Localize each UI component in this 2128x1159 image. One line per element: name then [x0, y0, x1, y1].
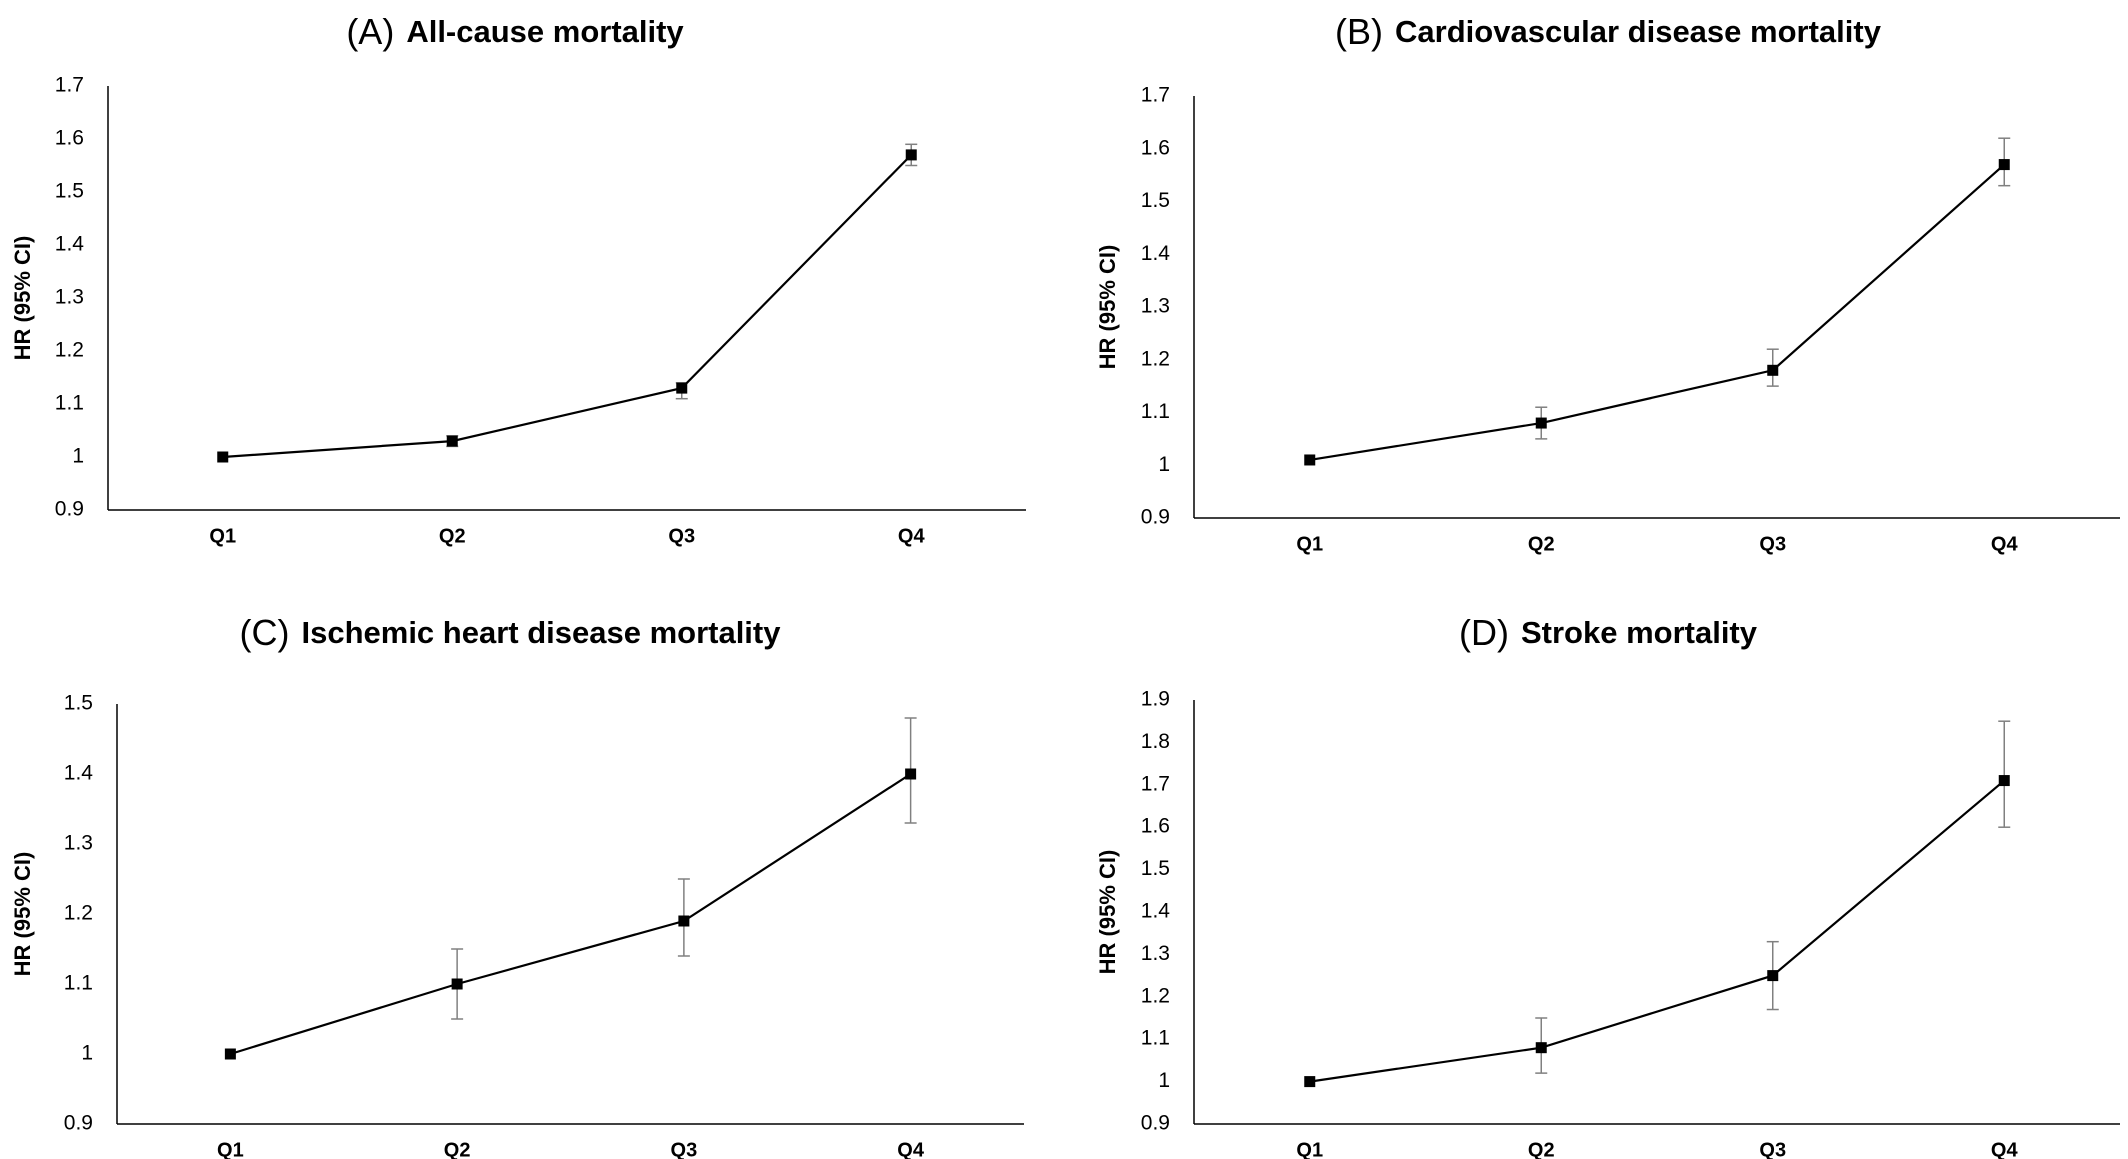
y-tick-label: 1.4 [64, 762, 94, 785]
chart-panel-b: (B) Cardiovascular disease mortality 0.9 1 1… [1095, 11, 2120, 555]
data-point [1767, 364, 1779, 376]
y-tick-label: 1 [72, 445, 84, 468]
y-tick-label: 1.1 [1141, 400, 1170, 423]
y-axis-title: HR (95% CI) [10, 852, 35, 977]
y-tick-label: 1.7 [1141, 772, 1170, 795]
y-tick-label: 1.1 [1141, 1027, 1170, 1050]
panel-title-text: All-cause mortality [406, 14, 684, 49]
x-tick-label: Q1 [209, 525, 236, 547]
y-tick-label: 1.2 [64, 902, 93, 925]
y-tick-label: 1.5 [64, 692, 93, 715]
y-axis-title: HR (95% CI) [1095, 245, 1120, 370]
y-tick-label: 1.5 [1141, 189, 1170, 212]
data-point [1767, 970, 1779, 982]
y-tick-label: 1.7 [1141, 84, 1170, 107]
data-point [1535, 417, 1547, 429]
y-tick-label: 1.3 [64, 832, 93, 855]
y-tick-label: 1.4 [55, 233, 85, 256]
series-line [230, 773, 912, 1056]
panel-letter: (C) [240, 612, 290, 653]
data-point [217, 451, 229, 463]
panel-letter: (A) [346, 11, 394, 52]
x-tick-label: Q1 [1296, 1139, 1323, 1159]
panel-title-text: Stroke mortality [1521, 615, 1758, 650]
x-tick-label: Q3 [1759, 1139, 1786, 1159]
data-point [905, 149, 917, 161]
x-tick-label: Q2 [439, 525, 466, 547]
error-bar [1998, 720, 2011, 828]
panel-title: (A) All-cause mortality [346, 11, 684, 52]
data-point [678, 915, 690, 927]
y-tick-label: 1.1 [64, 972, 93, 995]
y-tick-label: 1.3 [55, 286, 84, 309]
y-tick-label: 0.9 [55, 498, 84, 521]
y-tick-label: 0.9 [1141, 1112, 1170, 1135]
y-tick-label: 1 [1158, 1069, 1170, 1092]
data-point [1535, 1042, 1547, 1054]
x-tick-label: Q3 [671, 1139, 698, 1159]
x-tick-label: Q1 [1296, 533, 1323, 555]
series-line [1309, 163, 2005, 462]
y-tick-label: 1.6 [1141, 136, 1170, 159]
data-point [1998, 159, 2010, 171]
series-line [222, 154, 913, 459]
panel-title-text: Ischemic heart disease mortality [301, 615, 781, 650]
y-axis-title: HR (95% CI) [10, 236, 35, 361]
x-tick-label: Q4 [897, 1139, 925, 1159]
x-tick-label: Q4 [898, 525, 926, 547]
data-point [1304, 1076, 1316, 1088]
data-point [676, 382, 688, 394]
x-tick-label: Q3 [1759, 533, 1786, 555]
panel-title-text: Cardiovascular disease mortality [1395, 14, 1882, 49]
chart-panel-d: (D) Stroke mortality 0.9 1 1.1 1.2 1.3 1.4 1.5 1.… [1095, 612, 2120, 1159]
x-tick-label: Q2 [444, 1139, 471, 1159]
chart-panel-a: (A) All-cause mortality 0.9 1 1.1 1.2 1.3 1.4 1.… [10, 11, 1026, 547]
y-tick-label: 1.4 [1141, 242, 1171, 265]
y-tick-label: 1.9 [1141, 688, 1170, 711]
y-axis-title: HR (95% CI) [1095, 850, 1120, 975]
chart-panel-c: (C) Ischemic heart disease mortality 0.9 1 1… [10, 612, 1024, 1159]
y-tick-label: 0.9 [1141, 506, 1170, 529]
panel-letter: (B) [1335, 11, 1383, 52]
y-tick-label: 1 [1158, 453, 1170, 476]
panel-title: (B) Cardiovascular disease mortality [1335, 11, 1882, 52]
x-tick-label: Q1 [217, 1139, 244, 1159]
panel-title: (D) Stroke mortality [1459, 612, 1758, 653]
y-tick-label: 1.4 [1141, 900, 1171, 923]
data-point [446, 435, 458, 447]
y-tick-label: 1.6 [1141, 815, 1170, 838]
y-tick-label: 1.7 [55, 74, 84, 97]
data-point [905, 768, 917, 780]
data-point [1998, 775, 2010, 787]
data-point [1304, 454, 1316, 466]
y-tick-label: 0.9 [64, 1112, 93, 1135]
x-tick-label: Q4 [1991, 533, 2019, 555]
y-tick-label: 1.6 [55, 127, 84, 150]
x-tick-label: Q2 [1528, 533, 1555, 555]
y-tick-label: 1.1 [55, 392, 84, 415]
y-tick-label: 1.5 [1141, 857, 1170, 880]
y-tick-label: 1.2 [1141, 984, 1170, 1007]
x-tick-label: Q4 [1991, 1139, 2019, 1159]
data-point [224, 1048, 236, 1060]
x-tick-label: Q2 [1528, 1139, 1555, 1159]
y-tick-label: 1.3 [1141, 942, 1170, 965]
y-tick-label: 1 [81, 1042, 93, 1065]
data-point [451, 978, 463, 990]
panel-title: (C) Ischemic heart disease mortality [240, 612, 782, 653]
y-tick-label: 1.3 [1141, 295, 1170, 318]
y-tick-label: 1.2 [1141, 347, 1170, 370]
x-tick-label: Q3 [668, 525, 695, 547]
y-tick-label: 1.5 [55, 180, 84, 203]
y-tick-label: 1.8 [1141, 730, 1170, 753]
series-line [1309, 779, 2005, 1083]
y-tick-label: 1.2 [55, 339, 84, 362]
panel-letter: (D) [1459, 612, 1509, 653]
